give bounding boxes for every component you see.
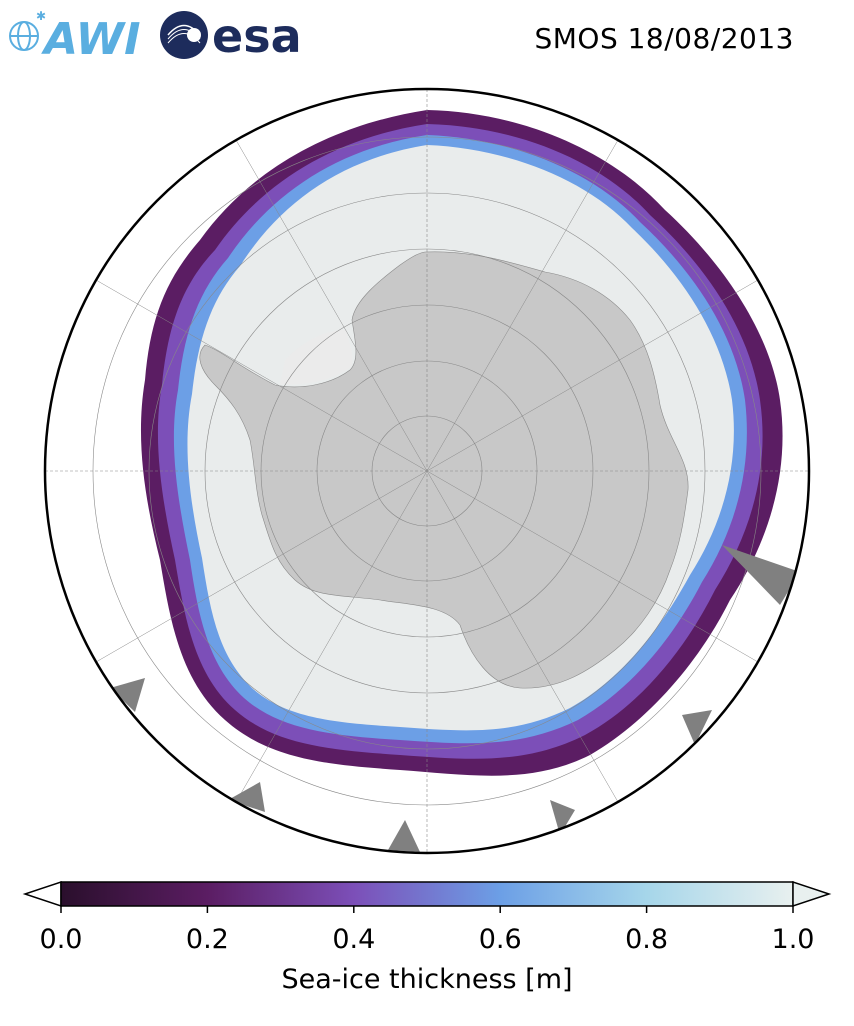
- awi-logo-text: AWI: [41, 14, 141, 62]
- colorbar-tick-label: 0.2: [185, 924, 229, 955]
- awi-logo: AWI ✱: [9, 9, 141, 62]
- colorbar-label: Sea-ice thickness [m]: [281, 964, 573, 995]
- longitude-gridlines-oblique: [95, 139, 759, 803]
- star-icon: ✱: [36, 9, 46, 23]
- ice-shelf: [280, 330, 353, 385]
- colorbar-tick-label: 0.8: [625, 924, 669, 955]
- map-title: SMOS 18/08/2013: [534, 22, 794, 55]
- colorbar-tick-label: 0.0: [39, 924, 83, 955]
- esa-emblem-icon: [160, 11, 208, 59]
- colorbar-tick-label: 0.6: [478, 924, 522, 955]
- esa-logo: esa: [160, 9, 302, 62]
- esa-logo-text: esa: [212, 9, 302, 62]
- map-frame: [43, 87, 811, 855]
- missing-data: [110, 545, 800, 852]
- globe-icon: [9, 21, 39, 51]
- antarctica-land: [199, 251, 689, 689]
- colorbar-tick-label: 1.0: [771, 924, 815, 955]
- colorbar-tick-label: 0.4: [332, 924, 376, 955]
